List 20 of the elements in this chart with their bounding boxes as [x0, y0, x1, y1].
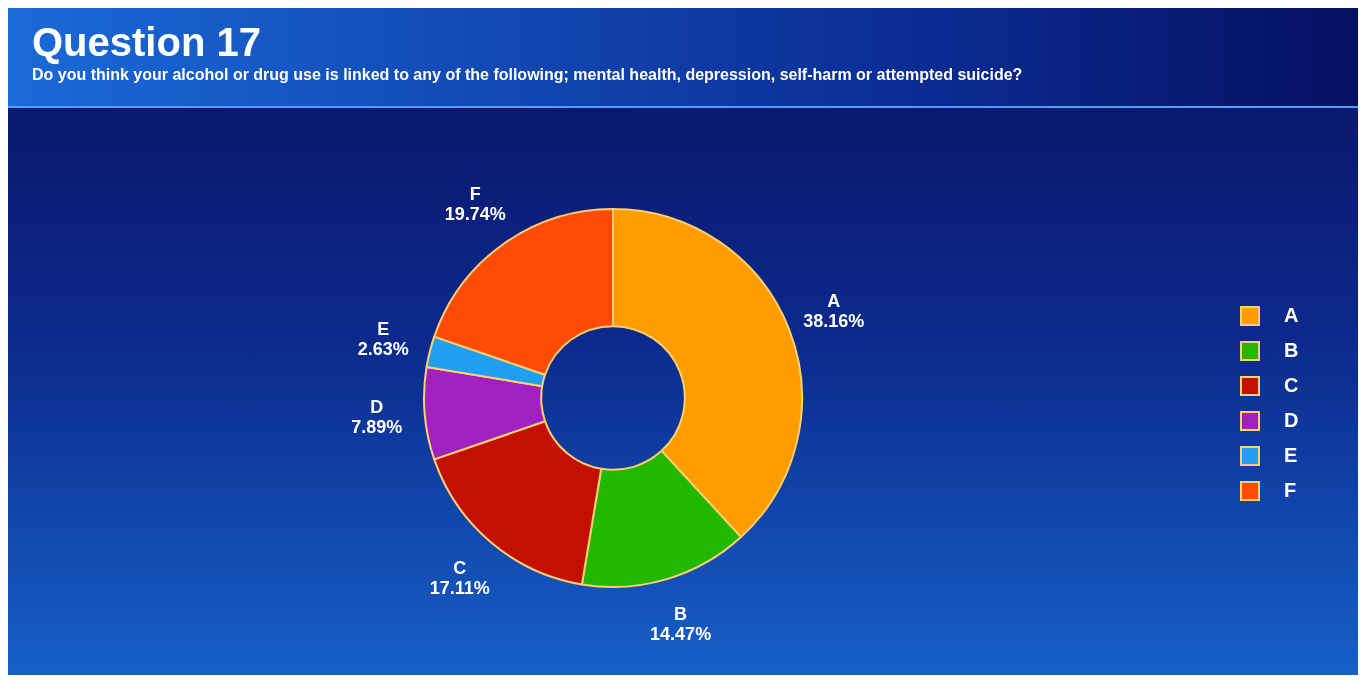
legend-label: C	[1284, 374, 1299, 397]
legend-label: D	[1284, 409, 1299, 432]
slice-label: E	[377, 318, 390, 339]
data-label: 38.16%	[803, 310, 865, 331]
data-label: 7.89%	[351, 416, 403, 437]
legend-label: B	[1284, 339, 1299, 362]
slice-label: F	[469, 184, 481, 205]
slice-label: B	[674, 604, 688, 625]
data-label: 14.47%	[650, 624, 712, 645]
data-label: 17.11%	[429, 577, 490, 598]
legend-label: F	[1284, 479, 1297, 502]
legend-label: E	[1284, 444, 1298, 467]
chart-title: Question 17	[32, 20, 262, 64]
slice-label: A	[827, 290, 841, 311]
chart-subtitle: Do you think your alcohol or drug use is linked to any of the following; mental health, depression, self-harm or attempted suicide?	[32, 66, 1024, 84]
slice-label: D	[370, 396, 384, 417]
slice-label: C	[453, 557, 467, 578]
legend-label: A	[1284, 304, 1299, 327]
data-label: 19.74%	[444, 204, 506, 225]
data-label: 2.63%	[357, 338, 409, 359]
